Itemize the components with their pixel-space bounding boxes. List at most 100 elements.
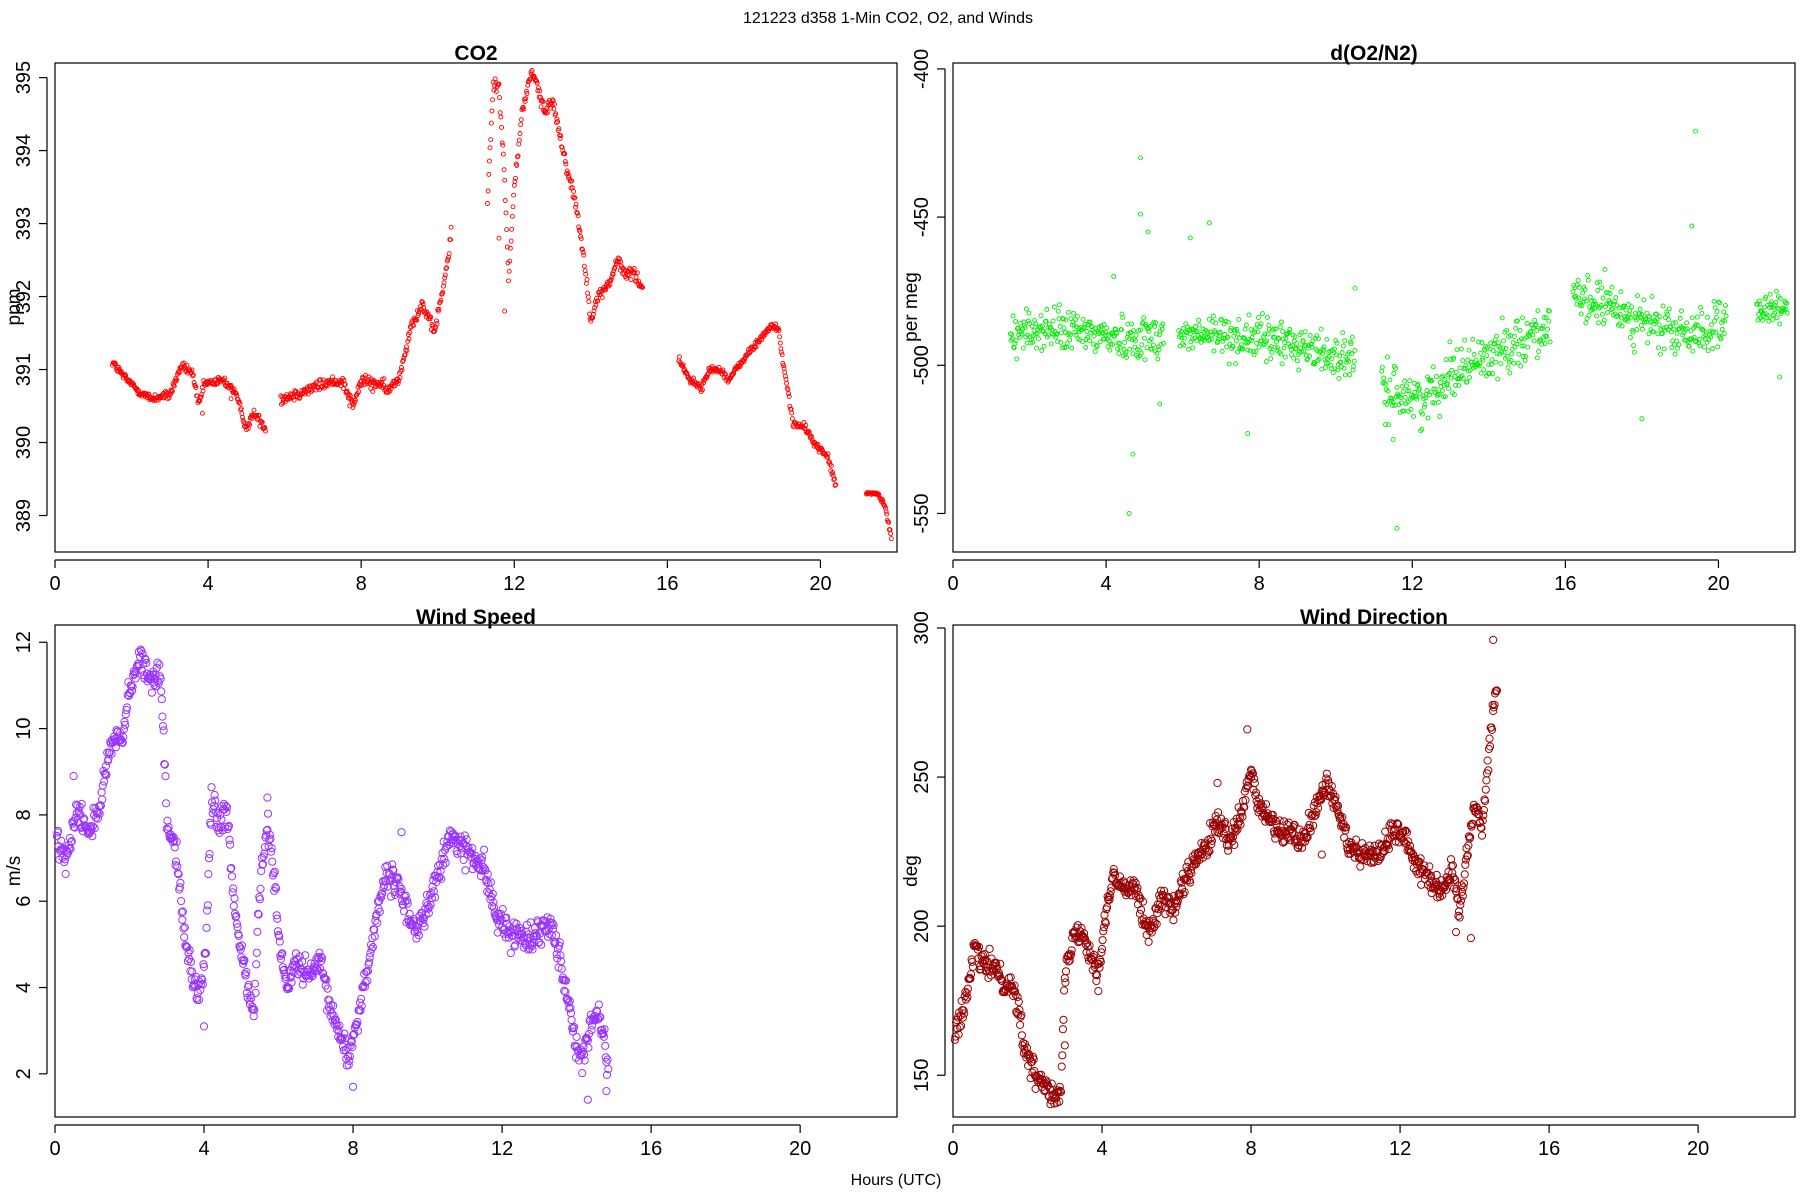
data-point [1404, 837, 1413, 846]
data-point [1476, 339, 1482, 345]
data-points [1007, 128, 1790, 531]
data-point [1061, 978, 1070, 987]
x-tick-label: 8 [1254, 573, 1265, 595]
data-point [782, 373, 788, 379]
data-point [1180, 888, 1189, 897]
data-point [324, 383, 330, 389]
data-point [1434, 374, 1439, 379]
data-point [1027, 321, 1032, 326]
data-point [1207, 840, 1216, 849]
data-point [1220, 338, 1226, 344]
data-point [1304, 357, 1310, 363]
data-point [1413, 394, 1419, 400]
data-point [1457, 881, 1466, 890]
y-tick-label: 4 [13, 982, 35, 993]
data-point [500, 142, 506, 148]
data-point [349, 1031, 358, 1040]
data-point [1454, 347, 1460, 353]
data-point [353, 1026, 363, 1036]
data-point [373, 918, 382, 928]
data-point [345, 1056, 354, 1066]
data-point [1210, 313, 1216, 319]
data-point [1054, 1087, 1063, 1096]
data-point [1484, 353, 1490, 359]
data-point [1341, 826, 1350, 835]
data-point [1037, 1070, 1046, 1079]
data-point [159, 726, 168, 735]
data-point [516, 141, 522, 147]
data-point [1020, 1039, 1030, 1049]
data-point [1275, 345, 1281, 351]
data-point [1451, 355, 1457, 361]
data-point [1530, 332, 1536, 338]
data-point [1610, 306, 1616, 312]
data-point [414, 931, 423, 940]
data-point [1255, 329, 1261, 335]
data-point [1293, 843, 1302, 852]
data-point [236, 945, 245, 954]
data-point [1231, 827, 1240, 836]
data-point [1688, 328, 1694, 334]
data-point [1029, 1055, 1038, 1064]
data-point [1246, 312, 1252, 318]
data-point [460, 831, 469, 840]
data-point [570, 1022, 579, 1032]
data-point [626, 271, 632, 277]
data-point [753, 344, 759, 350]
data-point [1094, 987, 1103, 996]
data-point [1597, 279, 1603, 285]
data-point [1467, 375, 1473, 381]
y-tick-label: 2 [13, 1068, 35, 1079]
data-point [1705, 314, 1711, 320]
data-point [1487, 371, 1492, 377]
data-point [1478, 370, 1484, 376]
data-point [1322, 356, 1328, 362]
data-point [1233, 361, 1239, 367]
data-point [1429, 377, 1435, 383]
data-point [968, 957, 977, 967]
data-point [220, 805, 229, 814]
data-point [102, 770, 111, 779]
data-point [1714, 309, 1720, 314]
data-point [1660, 303, 1666, 309]
data-point [880, 498, 886, 504]
data-point [446, 251, 452, 257]
data-point [1442, 377, 1448, 383]
data-point [1627, 335, 1633, 340]
data-point [1476, 818, 1485, 827]
data-point [77, 799, 86, 809]
data-point [280, 400, 286, 406]
panel-wind-direction-title: Wind Direction [1300, 606, 1448, 629]
data-point [1244, 775, 1253, 784]
data-point [1713, 329, 1719, 335]
data-point [363, 976, 372, 986]
data-point [1073, 332, 1079, 338]
data-point [1236, 335, 1242, 341]
data-point [1471, 352, 1477, 357]
data-point [548, 924, 558, 933]
data-point [1394, 820, 1403, 829]
data-point [1087, 319, 1093, 325]
data-point [1448, 375, 1454, 381]
data-point [1323, 360, 1329, 366]
data-point [1029, 323, 1035, 329]
data-point [572, 1032, 581, 1042]
data-point [242, 967, 251, 977]
data-point [1405, 841, 1415, 850]
data-point [1335, 367, 1341, 373]
data-point [815, 441, 821, 447]
data-point [1160, 886, 1169, 895]
data-point [1342, 823, 1351, 832]
data-point [193, 385, 199, 390]
data-point [522, 98, 528, 104]
data-point [1036, 336, 1041, 342]
data-point [57, 836, 66, 845]
data-point [1495, 376, 1501, 382]
data-point [510, 941, 520, 950]
data-point [275, 937, 284, 946]
data-point [436, 306, 442, 312]
data-point [573, 204, 578, 210]
data-point [1332, 346, 1337, 352]
data-point [584, 1043, 593, 1052]
data-point [1492, 686, 1502, 695]
